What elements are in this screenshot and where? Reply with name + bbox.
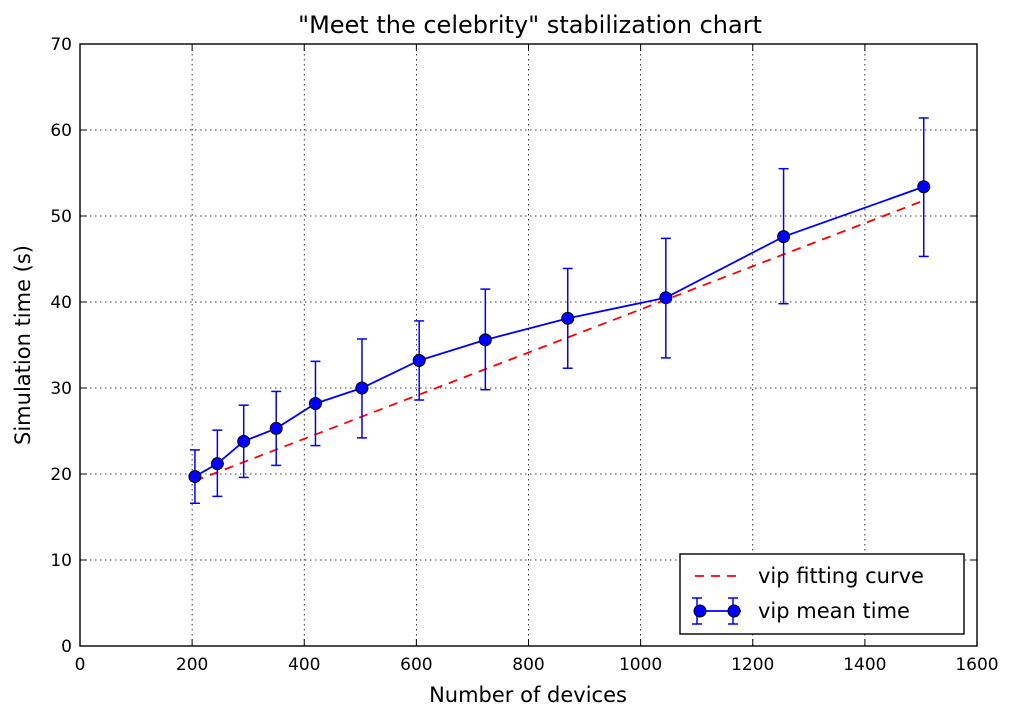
- x-axis-label: Number of devices: [429, 683, 627, 707]
- y-tick-label: 50: [50, 207, 72, 227]
- y-tick-label: 70: [50, 35, 72, 55]
- mean-time-point: [659, 291, 673, 305]
- mean-time-point: [561, 311, 575, 325]
- y-tick-label: 10: [50, 551, 72, 571]
- grid-lines: [80, 44, 977, 646]
- mean-time-point: [237, 434, 251, 448]
- plot-series: [188, 117, 931, 504]
- mean-time-point: [355, 381, 369, 395]
- x-tick-label: 1600: [955, 655, 998, 675]
- x-tick-label: 400: [288, 655, 320, 675]
- axis-ticks: 0 200 400 600 800 1000 1200 1400 1600 0 10 20 30 40 50…: [50, 35, 998, 675]
- y-tick-label: 30: [50, 379, 72, 399]
- legend-mean-swatch: [692, 597, 741, 625]
- x-tick-label: 800: [512, 655, 544, 675]
- mean-time-point: [210, 457, 224, 471]
- mean-time-point: [308, 396, 322, 410]
- x-tick-label: 600: [400, 655, 432, 675]
- y-tick-label: 60: [50, 121, 72, 141]
- y-tick-label: 40: [50, 293, 72, 313]
- fitting-curve-line: [194, 199, 925, 482]
- legend: vip fitting curve vip mean time: [679, 553, 965, 635]
- x-tick-label: 1000: [619, 655, 662, 675]
- x-tick-label: 200: [176, 655, 208, 675]
- mean-time-point: [917, 180, 931, 194]
- chart-title: "Meet the celebrity" stabilization chart: [298, 11, 762, 39]
- mean-time-point: [412, 353, 426, 367]
- mean-time-point: [478, 333, 492, 347]
- y-axis-label: Simulation time (s): [11, 245, 35, 445]
- mean-time-point: [269, 421, 283, 435]
- x-tick-label: 1200: [731, 655, 774, 675]
- y-tick-label: 0: [61, 637, 72, 657]
- y-tick-label: 20: [50, 465, 72, 485]
- legend-fit-label: vip fitting curve: [758, 564, 924, 588]
- mean-time-point: [188, 470, 202, 484]
- x-tick-label: 0: [75, 655, 86, 675]
- mean-time-point: [777, 230, 791, 244]
- legend-box: [679, 553, 965, 635]
- legend-mean-label: vip mean time: [758, 599, 910, 623]
- x-tick-label: 1400: [843, 655, 886, 675]
